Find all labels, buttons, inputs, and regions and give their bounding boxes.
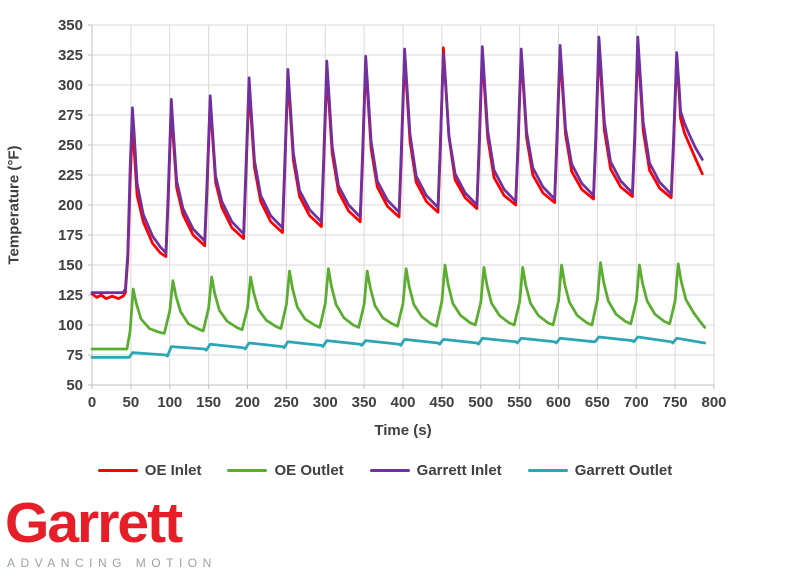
x-tick-label: 250 xyxy=(274,394,299,411)
y-axis-title: Temperature (°F) xyxy=(5,145,23,265)
garrett-logo-wordmark: Garrett xyxy=(5,491,183,555)
y-tick-label: 75 xyxy=(66,347,83,364)
y-tick-label: 200 xyxy=(58,197,83,214)
y-tick-label: 325 xyxy=(58,47,83,64)
series-garrett-outlet-line xyxy=(90,335,707,359)
y-tick-label: 100 xyxy=(58,317,83,334)
series-garrett-inlet-line xyxy=(90,35,704,294)
x-tick-label: 550 xyxy=(507,394,532,411)
x-tick-label: 400 xyxy=(390,394,415,411)
legend-item-oe-outlet: OE Outlet xyxy=(227,462,344,479)
y-tick-label: 275 xyxy=(58,107,83,124)
y-tick-label: 300 xyxy=(58,77,83,94)
legend-label-garrett-outlet: Garrett Outlet xyxy=(574,462,673,479)
series-oe-outlet-line xyxy=(90,261,707,351)
y-tick-label: 125 xyxy=(58,287,83,304)
y-tick-label: 50 xyxy=(66,377,83,394)
x-tick-label: 350 xyxy=(352,394,377,411)
legend-label-oe-outlet: OE Outlet xyxy=(274,462,344,479)
y-tick-label: 225 xyxy=(58,167,83,184)
legend: OE Inlet OE Outlet Garrett Inlet Garrett… xyxy=(0,462,770,479)
y-tick-label: 150 xyxy=(58,257,83,274)
legend-label-garrett-inlet: Garrett Inlet xyxy=(416,462,502,479)
x-tick-label: 600 xyxy=(546,394,571,411)
legend-item-garrett-outlet: Garrett Outlet xyxy=(527,462,673,479)
x-tick-label: 750 xyxy=(663,394,688,411)
x-tick-label: 500 xyxy=(468,394,493,411)
legend-label-oe-inlet: OE Inlet xyxy=(144,462,202,479)
oe-outlet-line-swatch xyxy=(227,469,268,472)
temperature-chart: 50 75 100 125 150 175 200 225 250 275 300 325 350 0 50… xyxy=(58,17,727,411)
x-tick-label: 0 xyxy=(88,394,96,411)
x-tick-label: 650 xyxy=(585,394,610,411)
legend-item-garrett-inlet: Garrett Inlet xyxy=(369,462,502,479)
legend-item-oe-inlet: OE Inlet xyxy=(97,462,202,479)
x-tick-label: 700 xyxy=(624,394,649,411)
oe-inlet-line-swatch xyxy=(97,469,138,472)
y-tick-label: 350 xyxy=(58,17,83,34)
y-tick-label: 175 xyxy=(58,227,83,244)
garrett-outlet-line-swatch xyxy=(527,469,568,472)
x-tick-label: 150 xyxy=(196,394,221,411)
garrett-logo-tagline: ADVANCING MOTION xyxy=(7,555,217,570)
garrett-logo: Garrett ADVANCING MOTION xyxy=(5,491,217,570)
x-tick-label: 200 xyxy=(235,394,260,411)
x-axis-title: Time (s) xyxy=(374,422,432,439)
series-oe-inlet-line xyxy=(90,44,704,300)
x-tick-label: 800 xyxy=(701,394,726,411)
x-tick-label: 300 xyxy=(313,394,338,411)
x-tick-label: 100 xyxy=(157,394,182,411)
garrett-inlet-line-swatch xyxy=(369,469,410,472)
y-tick-label: 250 xyxy=(58,137,83,154)
x-tick-label: 50 xyxy=(123,394,140,411)
x-tick-label: 450 xyxy=(429,394,454,411)
